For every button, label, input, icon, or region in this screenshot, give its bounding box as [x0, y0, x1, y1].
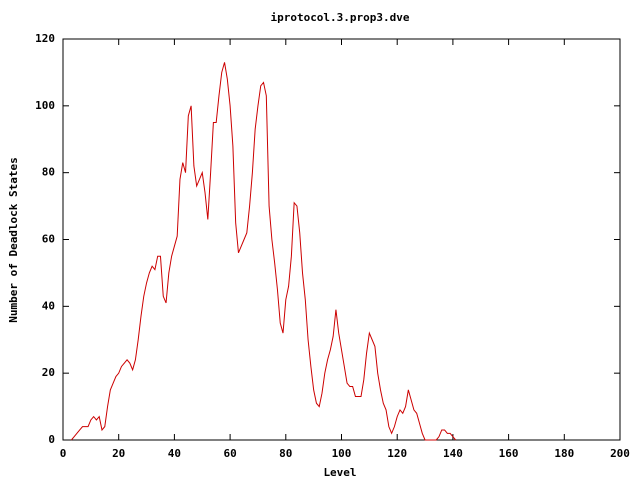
y-tick-label: 40	[42, 299, 55, 312]
x-tick-label: 120	[387, 447, 407, 460]
y-tick-label: 60	[42, 233, 55, 246]
chart-title: iprotocol.3.prop3.dve	[270, 11, 409, 24]
y-tick-label: 0	[48, 433, 55, 446]
x-tick-label: 80	[279, 447, 292, 460]
data-line	[70, 62, 457, 441]
y-tick-label: 80	[42, 166, 55, 179]
y-axis-label: Number of Deadlock States	[7, 157, 20, 323]
y-tick-label: 20	[42, 366, 55, 379]
x-tick-label: 60	[223, 447, 236, 460]
x-tick-label: 20	[112, 447, 125, 460]
x-tick-label: 160	[499, 447, 519, 460]
x-tick-label: 140	[443, 447, 463, 460]
x-tick-label: 40	[168, 447, 181, 460]
y-tick-label: 120	[35, 32, 55, 45]
x-tick-label: 0	[60, 447, 67, 460]
x-tick-label: 100	[332, 447, 352, 460]
x-tick-label: 180	[554, 447, 574, 460]
y-tick-label: 100	[35, 99, 55, 112]
x-tick-label: 200	[610, 447, 630, 460]
x-axis-label: Level	[323, 466, 356, 479]
